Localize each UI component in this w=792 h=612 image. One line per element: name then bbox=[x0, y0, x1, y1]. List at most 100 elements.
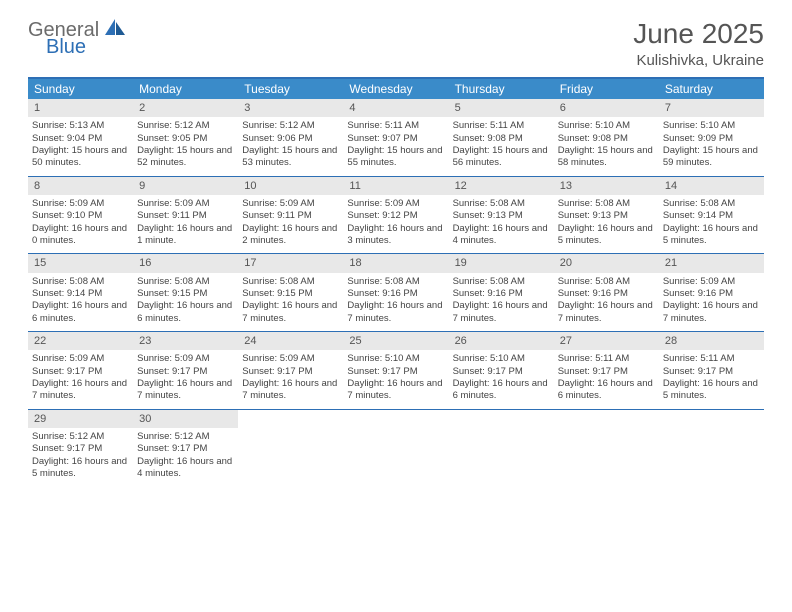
sunrise-line: Sunrise: 5:11 AM bbox=[663, 353, 760, 365]
daylight-line: Daylight: 16 hours and 4 minutes. bbox=[137, 456, 234, 481]
day-cell: 3Sunrise: 5:12 AMSunset: 9:06 PMDaylight… bbox=[238, 99, 343, 176]
daylight-line: Daylight: 15 hours and 56 minutes. bbox=[453, 145, 550, 170]
day-number: 29 bbox=[28, 410, 133, 428]
sunset-line: Sunset: 9:17 PM bbox=[32, 443, 129, 455]
sunset-line: Sunset: 9:17 PM bbox=[137, 443, 234, 455]
sunrise-line: Sunrise: 5:13 AM bbox=[32, 120, 129, 132]
day-number: 18 bbox=[343, 254, 448, 272]
day-header-friday: Friday bbox=[554, 79, 659, 99]
day-number: 2 bbox=[133, 99, 238, 117]
daylight-line: Daylight: 16 hours and 7 minutes. bbox=[558, 300, 655, 325]
day-header-wednesday: Wednesday bbox=[343, 79, 448, 99]
sunrise-line: Sunrise: 5:09 AM bbox=[32, 353, 129, 365]
day-number: 25 bbox=[343, 332, 448, 350]
sunrise-line: Sunrise: 5:12 AM bbox=[242, 120, 339, 132]
sunset-line: Sunset: 9:16 PM bbox=[453, 288, 550, 300]
sunset-line: Sunset: 9:15 PM bbox=[242, 288, 339, 300]
daylight-line: Daylight: 16 hours and 4 minutes. bbox=[453, 223, 550, 248]
day-cell: 23Sunrise: 5:09 AMSunset: 9:17 PMDayligh… bbox=[133, 332, 238, 409]
empty-cell bbox=[343, 410, 448, 487]
daylight-line: Daylight: 16 hours and 3 minutes. bbox=[347, 223, 444, 248]
day-number: 1 bbox=[28, 99, 133, 117]
sunrise-line: Sunrise: 5:09 AM bbox=[347, 198, 444, 210]
sunrise-line: Sunrise: 5:08 AM bbox=[453, 276, 550, 288]
sunrise-line: Sunrise: 5:09 AM bbox=[137, 198, 234, 210]
day-cell: 22Sunrise: 5:09 AMSunset: 9:17 PMDayligh… bbox=[28, 332, 133, 409]
header: General Blue June 2025 Kulishivka, Ukrai… bbox=[0, 0, 792, 77]
day-cell: 1Sunrise: 5:13 AMSunset: 9:04 PMDaylight… bbox=[28, 99, 133, 176]
day-number: 13 bbox=[554, 177, 659, 195]
empty-cell bbox=[554, 410, 659, 487]
calendar: SundayMondayTuesdayWednesdayThursdayFrid… bbox=[28, 77, 764, 486]
day-cell: 11 Sunrise: 5:09 AMSunset: 9:12 PMDayligh… bbox=[343, 177, 448, 254]
daylight-line: Daylight: 16 hours and 5 minutes. bbox=[558, 223, 655, 248]
day-number: 12 bbox=[449, 177, 554, 195]
sunset-line: Sunset: 9:11 PM bbox=[242, 210, 339, 222]
day-number: 5 bbox=[449, 99, 554, 117]
day-header-monday: Monday bbox=[133, 79, 238, 99]
day-cell: 25Sunrise: 5:10 AMSunset: 9:17 PMDayligh… bbox=[343, 332, 448, 409]
day-cell: 14Sunrise: 5:08 AMSunset: 9:14 PMDayligh… bbox=[659, 177, 764, 254]
day-cell: 27Sunrise: 5:11 AMSunset: 9:17 PMDayligh… bbox=[554, 332, 659, 409]
day-number: 24 bbox=[238, 332, 343, 350]
day-number: 11 bbox=[343, 177, 448, 195]
sunset-line: Sunset: 9:13 PM bbox=[453, 210, 550, 222]
day-cell: 30Sunrise: 5:12 AMSunset: 9:17 PMDayligh… bbox=[133, 410, 238, 487]
day-number: 16 bbox=[133, 254, 238, 272]
sunset-line: Sunset: 9:05 PM bbox=[137, 133, 234, 145]
empty-cell bbox=[238, 410, 343, 487]
daylight-line: Daylight: 15 hours and 52 minutes. bbox=[137, 145, 234, 170]
day-number: 7 bbox=[659, 99, 764, 117]
week-row: 15Sunrise: 5:08 AMSunset: 9:14 PMDayligh… bbox=[28, 254, 764, 332]
day-cell: 15Sunrise: 5:08 AMSunset: 9:14 PMDayligh… bbox=[28, 254, 133, 331]
day-number: 9 bbox=[133, 177, 238, 195]
day-cell: 24Sunrise: 5:09 AMSunset: 9:17 PMDayligh… bbox=[238, 332, 343, 409]
daylight-line: Daylight: 16 hours and 6 minutes. bbox=[453, 378, 550, 403]
day-cell: 26 Sunrise: 5:10 AMSunset: 9:17 PMDayligh… bbox=[449, 332, 554, 409]
sunset-line: Sunset: 9:14 PM bbox=[32, 288, 129, 300]
empty-cell bbox=[659, 410, 764, 487]
sunset-line: Sunset: 9:17 PM bbox=[558, 366, 655, 378]
logo-sail-icon bbox=[104, 18, 126, 41]
daylight-line: Daylight: 16 hours and 5 minutes. bbox=[32, 456, 129, 481]
sunrise-line: Sunrise: 5:10 AM bbox=[453, 353, 550, 365]
week-row: 22Sunrise: 5:09 AMSunset: 9:17 PMDayligh… bbox=[28, 332, 764, 410]
sunset-line: Sunset: 9:06 PM bbox=[242, 133, 339, 145]
sunset-line: Sunset: 9:15 PM bbox=[137, 288, 234, 300]
day-cell: 16Sunrise: 5:08 AMSunset: 9:15 PMDayligh… bbox=[133, 254, 238, 331]
sunrise-line: Sunrise: 5:11 AM bbox=[347, 120, 444, 132]
day-number: 20 bbox=[554, 254, 659, 272]
daylight-line: Daylight: 16 hours and 7 minutes. bbox=[453, 300, 550, 325]
day-header-row: SundayMondayTuesdayWednesdayThursdayFrid… bbox=[28, 79, 764, 99]
sunset-line: Sunset: 9:08 PM bbox=[453, 133, 550, 145]
daylight-line: Daylight: 16 hours and 6 minutes. bbox=[32, 300, 129, 325]
sunrise-line: Sunrise: 5:10 AM bbox=[663, 120, 760, 132]
day-cell: 21Sunrise: 5:09 AMSunset: 9:16 PMDayligh… bbox=[659, 254, 764, 331]
day-cell: 29Sunrise: 5:12 AMSunset: 9:17 PMDayligh… bbox=[28, 410, 133, 487]
sunset-line: Sunset: 9:14 PM bbox=[663, 210, 760, 222]
sunrise-line: Sunrise: 5:12 AM bbox=[137, 431, 234, 443]
day-number: 26 bbox=[449, 332, 554, 350]
sunset-line: Sunset: 9:12 PM bbox=[347, 210, 444, 222]
logo: General Blue bbox=[28, 18, 126, 59]
day-cell: 8Sunrise: 5:09 AMSunset: 9:10 PMDaylight… bbox=[28, 177, 133, 254]
day-cell: 6Sunrise: 5:10 AMSunset: 9:08 PMDaylight… bbox=[554, 99, 659, 176]
daylight-line: Daylight: 16 hours and 5 minutes. bbox=[663, 223, 760, 248]
day-header-tuesday: Tuesday bbox=[238, 79, 343, 99]
day-cell: 17Sunrise: 5:08 AMSunset: 9:15 PMDayligh… bbox=[238, 254, 343, 331]
daylight-line: Daylight: 16 hours and 7 minutes. bbox=[137, 378, 234, 403]
sunrise-line: Sunrise: 5:08 AM bbox=[663, 198, 760, 210]
daylight-line: Daylight: 16 hours and 7 minutes. bbox=[347, 300, 444, 325]
sunset-line: Sunset: 9:17 PM bbox=[453, 366, 550, 378]
sunrise-line: Sunrise: 5:09 AM bbox=[242, 353, 339, 365]
day-number: 21 bbox=[659, 254, 764, 272]
day-number: 23 bbox=[133, 332, 238, 350]
day-cell: 10Sunrise: 5:09 AMSunset: 9:11 PMDayligh… bbox=[238, 177, 343, 254]
day-cell: 19Sunrise: 5:08 AMSunset: 9:16 PMDayligh… bbox=[449, 254, 554, 331]
sunset-line: Sunset: 9:07 PM bbox=[347, 133, 444, 145]
sunset-line: Sunset: 9:17 PM bbox=[32, 366, 129, 378]
day-number: 8 bbox=[28, 177, 133, 195]
day-cell: 4Sunrise: 5:11 AMSunset: 9:07 PMDaylight… bbox=[343, 99, 448, 176]
sunrise-line: Sunrise: 5:11 AM bbox=[558, 353, 655, 365]
location: Kulishivka, Ukraine bbox=[633, 52, 764, 69]
